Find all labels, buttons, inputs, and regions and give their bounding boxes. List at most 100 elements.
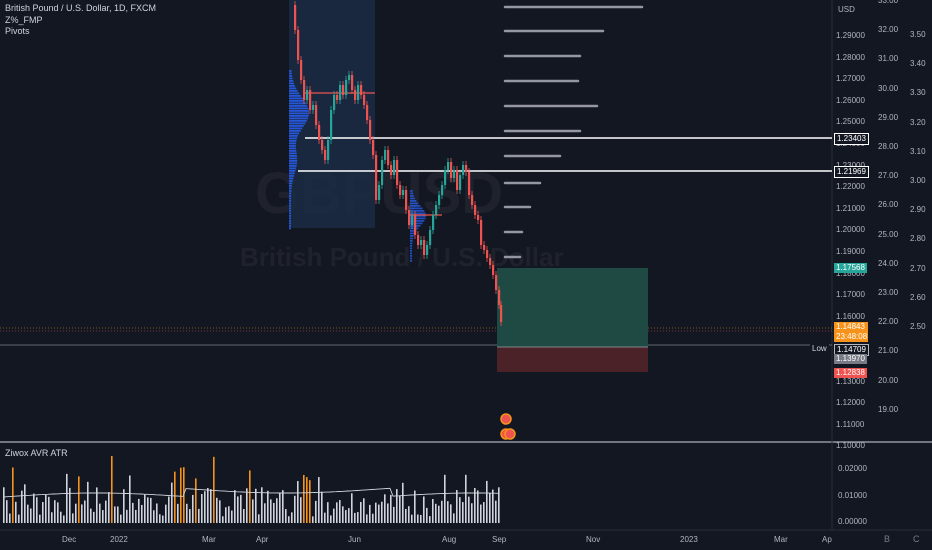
candle-body [333, 95, 336, 110]
candle-body [399, 185, 402, 195]
atr-bar [123, 489, 125, 523]
candle-body [405, 190, 408, 210]
atr-bar [99, 503, 101, 523]
atr-bar [396, 489, 398, 523]
zscore-tick: 30.00 [878, 83, 899, 93]
current-price-tag: 1.14843 23:48:08 [834, 322, 868, 342]
atr-bar [84, 500, 86, 523]
atr-bar [390, 494, 392, 523]
indicator-pivots[interactable]: Pivots [5, 26, 30, 36]
volume-profile-bar [289, 97, 303, 100]
volume-profile-bar [410, 250, 412, 252]
atr-bar [336, 502, 338, 523]
right-tick: 3.50 [910, 30, 926, 39]
atr-bar [69, 487, 71, 523]
atr-bar [78, 476, 80, 523]
volume-profile-bar [289, 125, 304, 127]
log-scale-button[interactable]: B [884, 534, 891, 544]
candle-body [426, 245, 429, 255]
candle-body [492, 265, 495, 275]
volume-profile-bar [289, 220, 291, 222]
countdown: 23:48:08 [836, 332, 868, 341]
atr-bar [399, 495, 401, 523]
atr-bar [489, 493, 491, 523]
volume-profile-bar [289, 190, 292, 192]
volume-profile-bar [289, 112, 309, 115]
indicator-zscore[interactable]: Z%_FMP [5, 14, 43, 25]
volume-profile-bar [289, 210, 291, 212]
volume-profile-bar [410, 235, 414, 237]
candle-body [438, 195, 441, 205]
atr-bar [159, 514, 161, 523]
zscore-tick: 32.00 [878, 25, 899, 35]
volume-profile-bar [289, 157, 298, 160]
atr-average-line [2, 487, 499, 498]
atr-bar [381, 501, 383, 523]
volume-profile-bar [289, 195, 292, 197]
atr-bar [375, 502, 377, 523]
candle-body [345, 80, 348, 95]
right-tick: 3.40 [910, 59, 926, 69]
time-tick: Aug [442, 535, 457, 544]
atr-tick: 0.01000 [838, 490, 867, 500]
candle-body [336, 95, 339, 100]
candle-body [381, 160, 384, 185]
zscore-tick: 25.00 [878, 229, 899, 239]
candle-body [456, 170, 459, 190]
candle-body [477, 215, 480, 220]
atr-bar [249, 470, 251, 523]
atr-bar [192, 494, 194, 523]
atr-bar [474, 487, 476, 523]
candle-body [411, 215, 414, 225]
volume-profile-bar [289, 170, 296, 172]
atr-bar [129, 475, 131, 523]
current-price: 1.14843 [836, 322, 865, 331]
atr-bar [30, 508, 32, 523]
volume-profile-bar [289, 80, 294, 82]
candle-body [300, 60, 303, 80]
atr-bar [255, 488, 257, 523]
volume-profile-bar [289, 180, 293, 182]
volume-profile-bar [289, 155, 297, 157]
atr-bar [222, 516, 224, 523]
atr-bar [393, 506, 395, 523]
volume-profile-bar [410, 245, 413, 247]
atr-bar [477, 490, 479, 523]
atr-legend[interactable]: Ziwox AVR ATR [5, 448, 68, 458]
volume-profile-bar [289, 75, 293, 77]
atr-bar [24, 484, 26, 523]
atr-bar [147, 497, 149, 523]
auto-scale-button[interactable]: C [913, 534, 920, 544]
volume-profile-bar [289, 200, 291, 202]
atr-bar [141, 504, 143, 523]
candle-body [408, 210, 411, 225]
candle-body [414, 215, 417, 235]
price-tick: 1.11000 [836, 419, 865, 429]
price-tick: 1.22000 [836, 182, 865, 192]
atr-bar [486, 480, 488, 523]
right-tick: 2.90 [910, 205, 926, 215]
atr-bar [75, 503, 77, 523]
atr-bar [462, 502, 464, 523]
atr-bar [234, 490, 236, 523]
atr-bar [423, 496, 425, 523]
volume-profile-bar [289, 82, 294, 85]
candle-body [315, 105, 318, 125]
atr-bar [387, 503, 389, 523]
candle-body [303, 80, 306, 100]
atr-bar [54, 500, 56, 523]
atr-bar [162, 515, 164, 523]
atr-bar [363, 498, 365, 523]
atr-bar [189, 509, 191, 523]
atr-bar [444, 474, 446, 523]
atr-bar [303, 474, 305, 523]
atr-bar [108, 492, 110, 523]
atr-bar [345, 510, 347, 523]
atr-bar [414, 490, 416, 523]
atr-bar [315, 500, 317, 523]
candle-body [483, 245, 486, 250]
symbol-title[interactable]: British Pound / U.S. Dollar, 1D, FXCM [5, 3, 157, 13]
right-tick: 3.00 [910, 176, 926, 185]
volume-profile-bar [289, 142, 296, 145]
